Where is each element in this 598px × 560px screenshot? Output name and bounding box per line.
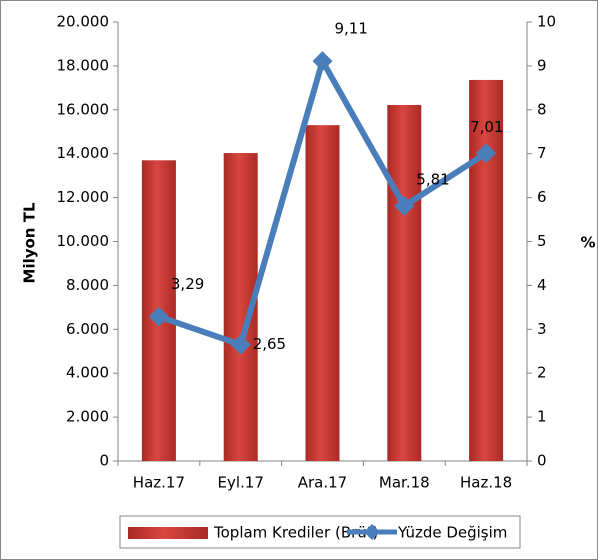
y-tick-label: 16.000 xyxy=(57,100,110,118)
y-tick-label: 14.000 xyxy=(57,144,110,162)
x-tick-label: Eyl.17 xyxy=(218,474,264,492)
data-label: 7,01 xyxy=(470,118,503,136)
y2-tick-label: 10 xyxy=(537,13,556,31)
data-label: 2,65 xyxy=(253,335,286,353)
legend-label: Yüzde Değişim xyxy=(397,524,507,542)
y2-tick-label: 7 xyxy=(537,144,547,162)
y-tick-label: 2.000 xyxy=(66,408,109,426)
marker xyxy=(476,143,497,164)
marker xyxy=(394,195,415,216)
y2-tick-label: 4 xyxy=(537,276,547,294)
x-tick-label: Ara.17 xyxy=(298,474,347,492)
x-tick-label: Mar.18 xyxy=(379,474,430,492)
y-tick-label: 10.000 xyxy=(57,232,110,250)
data-label: 3,29 xyxy=(171,275,204,293)
y2-tick-label: 1 xyxy=(537,408,547,426)
bar xyxy=(305,125,340,461)
y-tick-label: 12.000 xyxy=(57,188,110,206)
marker xyxy=(230,334,251,355)
y2-tick-label: 5 xyxy=(537,232,547,250)
y2-tick-label: 2 xyxy=(537,364,547,382)
bar xyxy=(469,79,504,461)
legend-swatch xyxy=(128,527,208,539)
y2-axis-label: % xyxy=(580,234,595,252)
y2-tick-label: 0 xyxy=(537,452,547,470)
y2-tick-label: 8 xyxy=(537,100,547,118)
y-tick-label: 8.000 xyxy=(66,276,109,294)
legend-label: Toplam Krediler (Brüt) xyxy=(213,524,379,542)
legend-swatch xyxy=(364,524,380,540)
y-tick-label: 6.000 xyxy=(66,320,109,338)
y2-tick-label: 6 xyxy=(537,188,547,206)
y-tick-label: 18.000 xyxy=(57,56,110,74)
y-tick-label: 20.000 xyxy=(57,13,110,31)
x-tick-label: Haz.18 xyxy=(460,474,512,492)
data-label: 9,11 xyxy=(335,20,368,38)
y-axis-label: Milyon TL xyxy=(21,202,39,283)
marker xyxy=(312,51,333,72)
y-tick-label: 0 xyxy=(99,452,109,470)
bar xyxy=(387,104,422,461)
data-label: 5,81 xyxy=(416,170,449,188)
marker xyxy=(148,306,169,327)
y2-tick-label: 9 xyxy=(537,56,547,74)
y-tick-label: 4.000 xyxy=(66,364,109,382)
x-tick-label: Haz.17 xyxy=(133,474,185,492)
y2-tick-label: 3 xyxy=(537,320,547,338)
